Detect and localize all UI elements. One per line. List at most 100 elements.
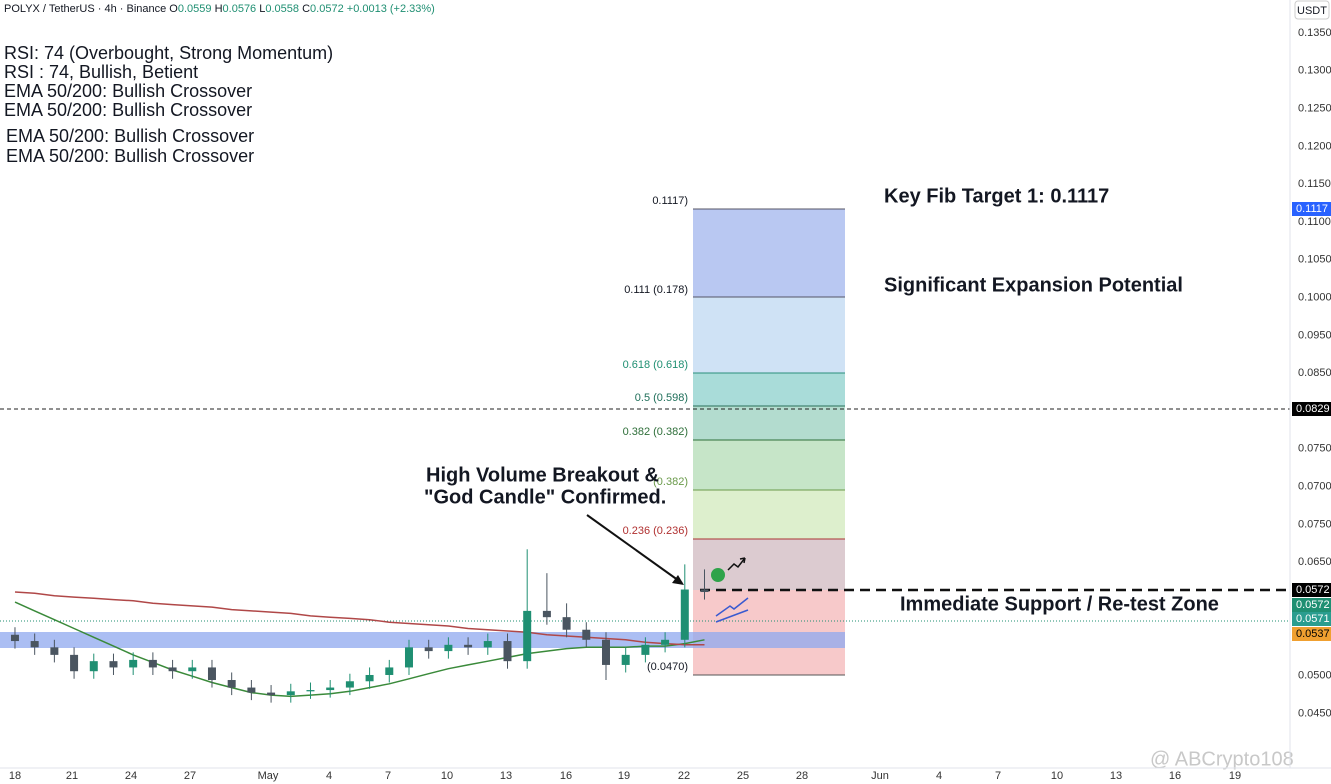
x-tick-label: 18 (9, 770, 21, 782)
fib-band (693, 297, 845, 373)
y-tick-label: 0.0750 (1298, 518, 1331, 530)
fib-label: 0.382 (0.382) (623, 426, 688, 438)
x-tick-label: 19 (618, 770, 630, 782)
ohlc-value: 0.0559 (178, 3, 212, 15)
x-tick-label: 24 (125, 770, 137, 782)
x-tick-label: 19 (1229, 770, 1241, 782)
support-band (0, 632, 845, 648)
candle-body (503, 641, 512, 662)
currency-button[interactable] (1294, 0, 1330, 20)
y-tick-label: 0.1150 (1298, 178, 1331, 190)
fib-label: (0.0470) (647, 661, 688, 673)
y-tick-label: 0.1350 (1298, 27, 1331, 39)
annotation: Significant Expansion Potential (884, 274, 1183, 296)
arrow-head (672, 575, 684, 585)
y-tick-label: 0.0700 (1298, 481, 1331, 493)
note: EMA 50/200: Bullish Crossover (4, 81, 252, 101)
note: EMA 50/200: Bullish Crossover (4, 100, 252, 120)
candle-body (50, 647, 59, 655)
candle-body (365, 674, 374, 682)
candle-body (464, 644, 473, 648)
candle-body (267, 692, 276, 696)
ema-line (14, 601, 705, 698)
y-tick-label: 0.1250 (1298, 103, 1331, 115)
marker (711, 568, 725, 582)
candle-body (326, 687, 335, 691)
ohlc-value: 0.0576 (223, 3, 257, 15)
y-tick-label: 0.1200 (1298, 140, 1331, 152)
fib-label: 0.5 (0.598) (635, 392, 688, 404)
y-tick-label: 0.1300 (1298, 65, 1331, 77)
candle-body (582, 629, 591, 640)
ohlc-key: H (215, 3, 223, 15)
candle-body (247, 687, 256, 693)
candle-body (661, 639, 670, 645)
x-tick-label: 10 (1051, 770, 1063, 782)
candle-body (601, 639, 610, 665)
candle-body (483, 641, 492, 648)
fib-band (693, 440, 845, 490)
watermark: @ ABCrypto108 (1150, 748, 1294, 770)
header: POLYX / TetherUS · 4h · Binance O0.0559 … (4, 3, 435, 15)
ohlc-key: O (169, 3, 178, 15)
plot (10, 549, 709, 703)
candle-body (129, 659, 138, 668)
candle-body (444, 644, 453, 652)
candle-body (227, 680, 236, 688)
annotation: High Volume Breakout & (426, 464, 659, 486)
annotation: Key Fib Target 1: 0.1117 (884, 185, 1109, 207)
fib-band (693, 490, 845, 539)
candle-body (345, 681, 354, 688)
note: RSI : 74, Bullish, Betient (4, 62, 198, 82)
candle-body (542, 610, 551, 618)
price-tag-label: 0.0829 (1296, 403, 1330, 415)
candle-body (680, 589, 689, 640)
x-tick-label: May (258, 770, 279, 782)
fib-band (693, 209, 845, 297)
candle-body (10, 634, 19, 642)
y-tick-label: 0.1050 (1298, 254, 1331, 266)
price-tag-label: 0.0572 (1296, 584, 1330, 596)
price-tag (1292, 598, 1331, 612)
candle-body (385, 667, 394, 675)
currency: USDT (1297, 5, 1327, 17)
candle-body (562, 617, 571, 630)
candle-body (306, 690, 315, 692)
x-tick-label: 4 (326, 770, 332, 782)
fib-band (693, 373, 845, 406)
date-axis: 18 21 24 27 May 4 7 10 13 16 19 22 25 28 Jun 4 7 10 13 16 19 (9, 770, 1241, 782)
ohlc-value: 0.0572 (310, 3, 344, 15)
price-axis: 0.1350 0.1300 0.1250 0.1200 0.1150 0.1100 0.10… (1292, 27, 1331, 719)
x-tick-label: 21 (66, 770, 78, 782)
x-tick-label: 7 (385, 770, 391, 782)
price-tag (1292, 583, 1331, 597)
fib-label: 0.618 (0.618) (623, 359, 688, 371)
x-tick-label: 28 (796, 770, 808, 782)
x-tick-label: Jun (871, 770, 889, 782)
fib-band (693, 539, 845, 590)
trend-arrow (727, 557, 746, 571)
candle-body (286, 691, 295, 696)
candle-body (30, 641, 39, 648)
candle-body (109, 661, 118, 668)
x-tick-label: 13 (500, 770, 512, 782)
note: EMA 50/200: Bullish Crossover (6, 126, 254, 146)
price-tag-label: 0.0537 (1296, 628, 1330, 640)
trend-arrow (715, 597, 749, 623)
x-tick-label: 27 (184, 770, 196, 782)
x-tick-label: 22 (678, 770, 690, 782)
candle-body (700, 589, 709, 593)
candle-body (523, 610, 532, 662)
x-tick-label: 25 (737, 770, 749, 782)
candle-body (621, 654, 630, 665)
annotation: "God Candle" Confirmed. (424, 486, 666, 508)
candle-body (70, 654, 79, 672)
x-tick-label: 4 (936, 770, 942, 782)
fib-label: (0.382) (653, 476, 688, 488)
y-tick-label: 0.0850 (1298, 367, 1331, 379)
y-tick-label: 0.1100 (1298, 216, 1331, 228)
candle-body (188, 667, 197, 672)
y-tick-label: 0.1000 (1298, 292, 1331, 304)
x-tick-label: 10 (441, 770, 453, 782)
